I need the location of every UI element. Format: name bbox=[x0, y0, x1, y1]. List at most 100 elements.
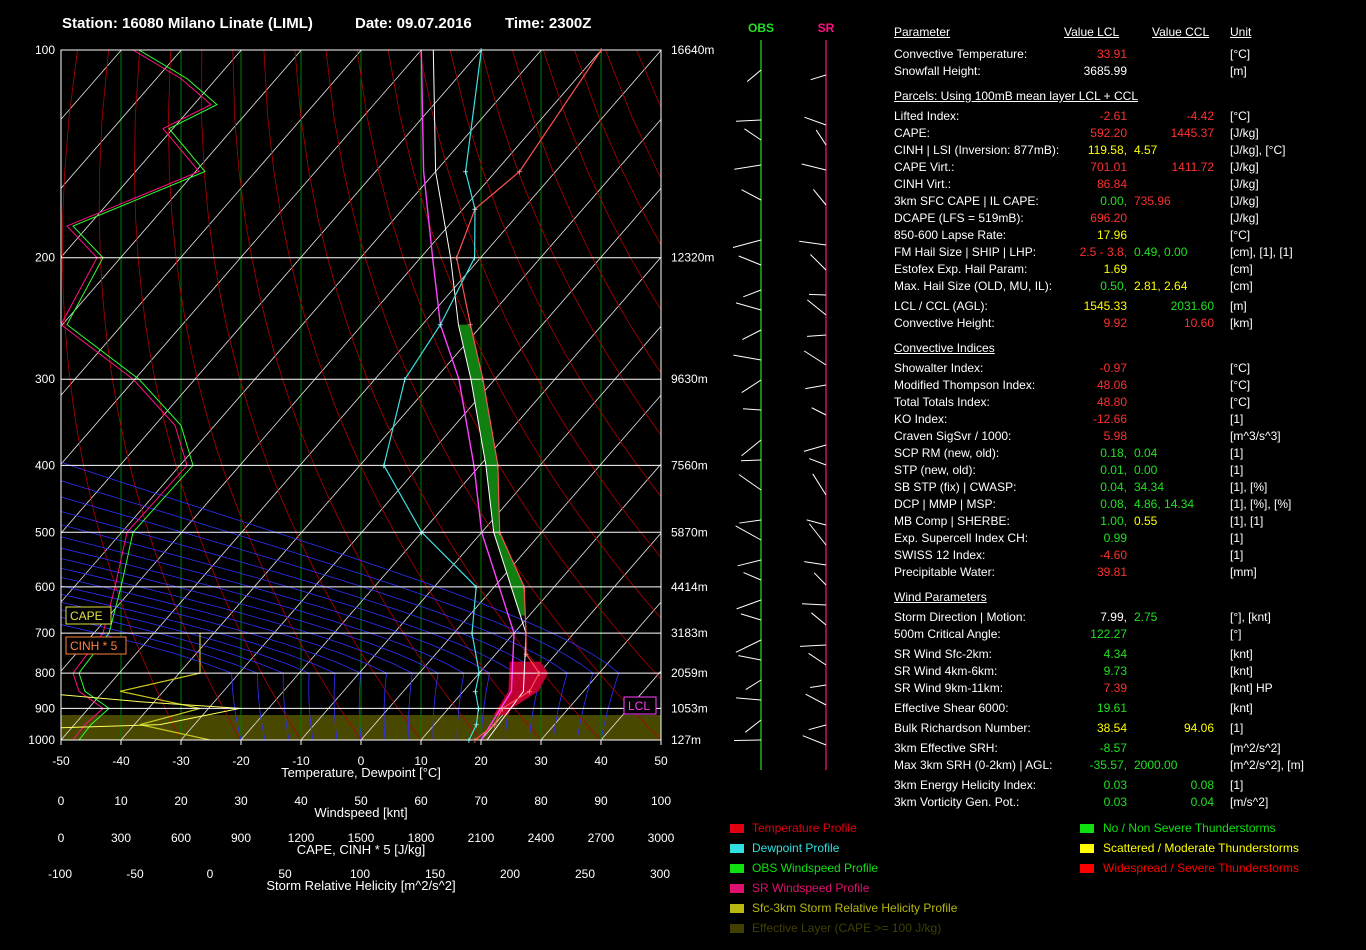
obs-windspeed-line bbox=[66, 50, 218, 740]
dry-adiabat bbox=[543, 50, 661, 311]
axis-tick-label: 1500 bbox=[348, 831, 375, 845]
legend-swatch bbox=[730, 924, 744, 933]
sr-wind-barb bbox=[811, 407, 827, 416]
obs-wind-barb bbox=[735, 525, 762, 541]
temperature-point: + bbox=[491, 721, 497, 732]
severity-swatch bbox=[1080, 864, 1094, 873]
axis-tick-label: 10 bbox=[414, 754, 428, 768]
temperature-point: + bbox=[497, 528, 503, 539]
legend-item: OBS Windspeed Profile bbox=[752, 861, 878, 875]
pressure-label: 600 bbox=[35, 580, 55, 594]
dry-adiabat bbox=[511, 50, 661, 374]
severity-swatch bbox=[1080, 824, 1094, 833]
axis-tick-label: 2700 bbox=[588, 831, 615, 845]
temperature-point: + bbox=[523, 650, 529, 661]
sr-wind-barb bbox=[799, 240, 827, 246]
sr-wind-barb bbox=[804, 561, 827, 566]
moist-adiabat bbox=[61, 593, 338, 740]
obs-wind-barb bbox=[741, 189, 762, 201]
axis-tick-label: 40 bbox=[294, 794, 308, 808]
dry-adiabat bbox=[61, 50, 182, 740]
axis-tick-label: 150 bbox=[425, 867, 445, 881]
axis-title: Windspeed [knt] bbox=[314, 805, 407, 820]
sr-wind-barb bbox=[813, 572, 827, 586]
moist-adiabat bbox=[61, 567, 413, 740]
temperature-point: + bbox=[472, 205, 478, 216]
legend-swatch bbox=[730, 864, 744, 873]
pressure-label: 100 bbox=[35, 43, 55, 57]
dry-adiabat bbox=[668, 50, 1321, 740]
dry-adiabat bbox=[574, 50, 661, 246]
sr-wind-barb bbox=[803, 350, 827, 366]
axis-tick-label: -50 bbox=[126, 867, 144, 881]
dewpoint-point: + bbox=[419, 528, 425, 539]
obs-wind-barb bbox=[743, 408, 762, 411]
obs-wind-barb bbox=[740, 613, 762, 621]
temperature-point: + bbox=[480, 375, 486, 386]
height-label: 3183m bbox=[671, 626, 708, 640]
axis-tick-label: 20 bbox=[474, 754, 488, 768]
height-label: 127m bbox=[671, 733, 701, 747]
temperature-point: + bbox=[495, 461, 501, 472]
cape-box bbox=[65, 606, 112, 625]
height-label: 16640m bbox=[671, 43, 714, 57]
cape-area bbox=[458, 324, 526, 616]
pressure-label: 700 bbox=[35, 626, 55, 640]
dewpoint-point: + bbox=[466, 736, 472, 747]
axis-tick-label: 30 bbox=[534, 754, 548, 768]
sr-wind-barb bbox=[808, 293, 827, 296]
axis-tick-label: 250 bbox=[575, 867, 595, 881]
axis-tick-label: 1800 bbox=[408, 831, 435, 845]
height-label: 4414m bbox=[671, 580, 708, 594]
height-label: 7560m bbox=[671, 458, 708, 472]
skewed-isotherm bbox=[540, 601, 661, 740]
axis-tick-label: 100 bbox=[651, 794, 671, 808]
legend-swatch bbox=[730, 904, 744, 913]
obs-wind-barb bbox=[735, 302, 762, 311]
dry-adiabat bbox=[325, 50, 661, 740]
axis-tick-label: 40 bbox=[594, 754, 608, 768]
moist-adiabat bbox=[61, 496, 568, 740]
dewpoint-point: + bbox=[473, 721, 479, 732]
sr-wind-barb bbox=[800, 644, 827, 647]
skewed-isotherm bbox=[300, 325, 661, 740]
axis-tick-label: 50 bbox=[654, 754, 668, 768]
axis-tick-label: 60 bbox=[414, 794, 428, 808]
sr-wind-barb bbox=[801, 163, 827, 171]
moist-adiabat bbox=[61, 601, 314, 740]
obs-wind-barb bbox=[740, 459, 762, 462]
cinh-area bbox=[493, 661, 549, 716]
temperature-point: + bbox=[526, 687, 532, 698]
temperature-point: + bbox=[598, 46, 604, 57]
cape-label: CAPE bbox=[70, 609, 103, 623]
severity-legend-item: No / Non Severe Thunderstorms bbox=[1103, 821, 1276, 835]
dry-adiabat bbox=[232, 50, 482, 740]
dewpoint-line bbox=[383, 50, 482, 740]
dewpoint-point: + bbox=[437, 321, 443, 332]
lcl-label: LCL bbox=[628, 699, 650, 713]
cinh-box bbox=[65, 636, 127, 655]
sr-wind-barb bbox=[807, 299, 827, 316]
sr-wind-barb bbox=[810, 684, 827, 689]
axis-title: CAPE, CINH * 5 [J/kg] bbox=[297, 842, 426, 857]
axis-tick-label: 600 bbox=[171, 831, 191, 845]
axis-tick-label: -30 bbox=[172, 754, 190, 768]
moist-adiabat bbox=[61, 616, 266, 740]
dewpoint-point: + bbox=[476, 669, 482, 680]
sr-wind-barb bbox=[808, 652, 827, 666]
dry-adiabat bbox=[167, 50, 362, 740]
skewed-isotherm bbox=[0, 50, 1, 740]
skewed-isotherm bbox=[61, 50, 542, 603]
dry-adiabat bbox=[449, 50, 661, 498]
sr-wind-barb bbox=[805, 693, 827, 706]
axis-tick-label: -10 bbox=[292, 754, 310, 768]
dry-adiabat bbox=[636, 50, 661, 109]
pressure-label: 500 bbox=[35, 525, 55, 539]
obs-wind-barb bbox=[734, 164, 762, 170]
skewed-isotherm bbox=[660, 739, 661, 740]
axis-tick-label: -40 bbox=[112, 754, 130, 768]
axis-tick-label: 80 bbox=[534, 794, 548, 808]
legend-item: SR Windspeed Profile bbox=[752, 881, 870, 895]
temperature-point: + bbox=[472, 736, 478, 747]
legend-item: Temperature Profile bbox=[752, 821, 857, 835]
